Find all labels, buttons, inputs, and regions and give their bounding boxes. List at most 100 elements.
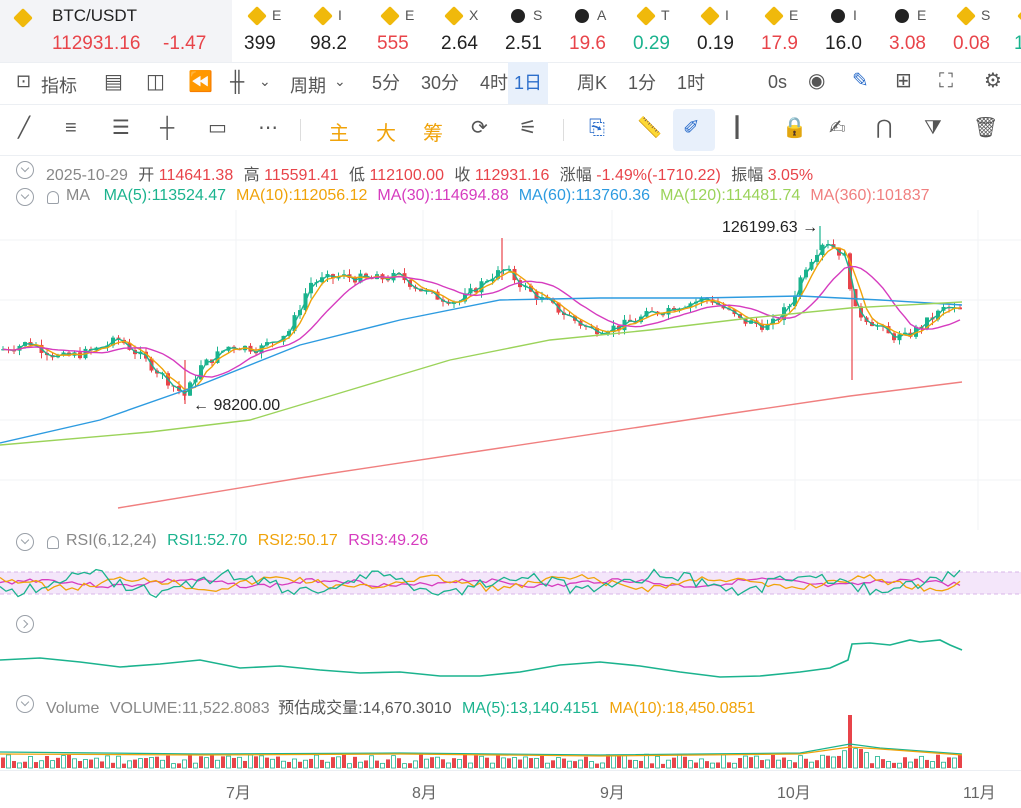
indicator-chart[interactable] (0, 610, 1021, 690)
main-symbol-card[interactable]: BTC/USDT 112931.16 -1.47 (0, 0, 232, 62)
trend-line-icon[interactable]: ╱ (18, 117, 31, 139)
ticker-item[interactable]: E 399 (244, 0, 304, 62)
collapse-chevron-icon[interactable] (16, 161, 34, 179)
volume-bar (23, 761, 27, 768)
bars-icon[interactable]: ┃ (731, 117, 744, 139)
volume-bar (655, 755, 660, 769)
volume-info: Volume VOLUME:11,522.8083 预估成交量:14,670.3… (46, 694, 755, 718)
tab-interval[interactable]: 周K (577, 73, 608, 93)
candle-type-icon[interactable]: ╫ (230, 71, 245, 93)
coin-logo-dark-icon (895, 9, 909, 23)
indicators-button[interactable]: 指标 (41, 76, 77, 96)
note-icon[interactable]: ✍ (829, 117, 846, 139)
ticker-value: 19.6 (569, 33, 606, 54)
tab-interval[interactable]: 4时 (480, 73, 509, 93)
alert-bell-icon[interactable] (47, 191, 59, 204)
coin-logo-icon (380, 6, 400, 26)
more-icon[interactable]: ⋯ (258, 117, 278, 139)
rectangle-icon[interactable]: ▭ (208, 117, 227, 139)
coin-logo-dark-icon (831, 9, 845, 23)
expand-chevron-icon[interactable] (16, 615, 34, 633)
resize-icon[interactable]: ⊞ (895, 70, 912, 92)
volume-ma5-line (0, 743, 963, 756)
camera-icon[interactable]: ◉ (808, 70, 826, 92)
chevron-down-icon[interactable]: ⌄ (259, 73, 271, 89)
draw-pen-icon[interactable]: ✐ (683, 117, 700, 139)
ticker-strip: BTC/USDT 112931.16 -1.47 E 399 I 98.2 E 555 X 2… (0, 0, 1021, 63)
horizontal-line-icon[interactable]: ┼ (160, 117, 175, 139)
open-label: 开 (138, 167, 155, 184)
tab-interval[interactable]: 1日 (508, 62, 549, 104)
ticker-item[interactable]: X 2.64 (441, 0, 501, 62)
filter-icon[interactable]: ⧩ (924, 117, 942, 139)
ticker-item[interactable]: E 3.08 (889, 0, 949, 62)
period-button[interactable]: 周期 (290, 76, 326, 96)
ticker-item[interactable]: S 2.51 (505, 0, 565, 62)
big-chip-button[interactable]: 大 (376, 123, 396, 145)
ticker-symbol: X (469, 7, 479, 23)
indicator-icon[interactable]: ⊡ (16, 71, 32, 91)
volume-bar (320, 759, 324, 768)
drawing-toolbar: ╱ ≡ ☰ ┼ ▭ ⋯ 主 大 筹 ⟳ ⚟ ⎘ 📏 ✐ ┃ 🔒 ✍ ⋂ ⧩ 🗑 (0, 105, 1021, 155)
bookmark-icon[interactable]: ⎘ (589, 117, 605, 139)
candlestick-chart[interactable]: 126199.63 → ← 98200.00 (0, 210, 1021, 530)
ticker-item[interactable]: S 0.08 (953, 0, 1013, 62)
volume-bar (826, 755, 830, 768)
main-chip-button[interactable]: 主 (329, 123, 349, 145)
ticker-item[interactable]: 1.1 (1014, 0, 1021, 62)
ticker-item[interactable]: E 17.9 (761, 0, 821, 62)
volume-chart[interactable] (0, 715, 1021, 770)
trash-icon[interactable]: 🗑 (973, 117, 999, 139)
chips-button[interactable]: 筹 (423, 123, 443, 145)
ticker-item[interactable]: T 0.29 (633, 0, 693, 62)
rsi-chart[interactable] (0, 555, 1021, 605)
lock-icon[interactable]: 🔒 (782, 117, 807, 139)
ticker-item[interactable]: A 19.6 (569, 0, 629, 62)
volume-bar (947, 757, 951, 768)
fullscreen-icon[interactable]: ⛶ (939, 70, 953, 92)
ruler-icon[interactable]: 📏 (637, 117, 662, 139)
volume-bar (171, 763, 176, 769)
layout-icon[interactable]: ◫ (146, 71, 165, 93)
coin-logo-dark-icon (511, 9, 525, 23)
edit-icon[interactable]: ✎ (852, 70, 869, 92)
sync-icon[interactable]: ⟳ (471, 117, 488, 139)
channel-icon[interactable]: ☰ (112, 117, 130, 139)
volume-bar (782, 757, 786, 768)
volume-bar (958, 754, 962, 768)
divider (0, 155, 1021, 156)
alert-bell-icon[interactable] (47, 536, 59, 549)
volume-bar (721, 754, 726, 769)
measure-icon[interactable]: ⚟ (519, 117, 537, 139)
ticker-item[interactable]: I 16.0 (825, 0, 885, 62)
ticker-item[interactable]: I 0.19 (697, 0, 757, 62)
collapse-chevron-icon[interactable] (16, 188, 34, 206)
volume-bar (116, 755, 121, 769)
volume-bar (545, 762, 550, 769)
volume-bar (892, 762, 896, 768)
volume-estimate: 预估成交量:14,670.3010 (278, 700, 452, 717)
tab-interval[interactable]: 1分 (628, 73, 657, 93)
volume-bar (914, 758, 918, 768)
collapse-chevron-icon[interactable] (16, 695, 34, 713)
volume-bar (56, 757, 60, 768)
volume-bar (204, 757, 209, 769)
replay-icon[interactable]: ⏪ (188, 71, 213, 93)
ticker-item[interactable]: E 555 (377, 0, 437, 62)
volume-bar (287, 761, 291, 768)
volume-bar (188, 755, 192, 768)
calendar-icon[interactable]: ▤ (104, 71, 123, 93)
tab-interval[interactable]: 5分 (372, 73, 401, 93)
tab-interval[interactable]: 30分 (421, 73, 460, 93)
collapse-chevron-icon[interactable] (16, 533, 34, 551)
magnet-icon[interactable]: ⋂ (876, 117, 893, 139)
settings-gear-icon[interactable]: ⚙ (984, 70, 1002, 92)
volume-bar (809, 761, 814, 769)
volume-bar (435, 756, 440, 769)
ticker-item[interactable]: I 98.2 (310, 0, 370, 62)
chevron-down-icon[interactable]: ⌄ (334, 73, 346, 89)
volume-bar (347, 763, 352, 769)
volume-bar (127, 760, 132, 769)
tab-interval[interactable]: 1时 (677, 73, 706, 93)
parallel-lines-icon[interactable]: ≡ (65, 117, 77, 139)
